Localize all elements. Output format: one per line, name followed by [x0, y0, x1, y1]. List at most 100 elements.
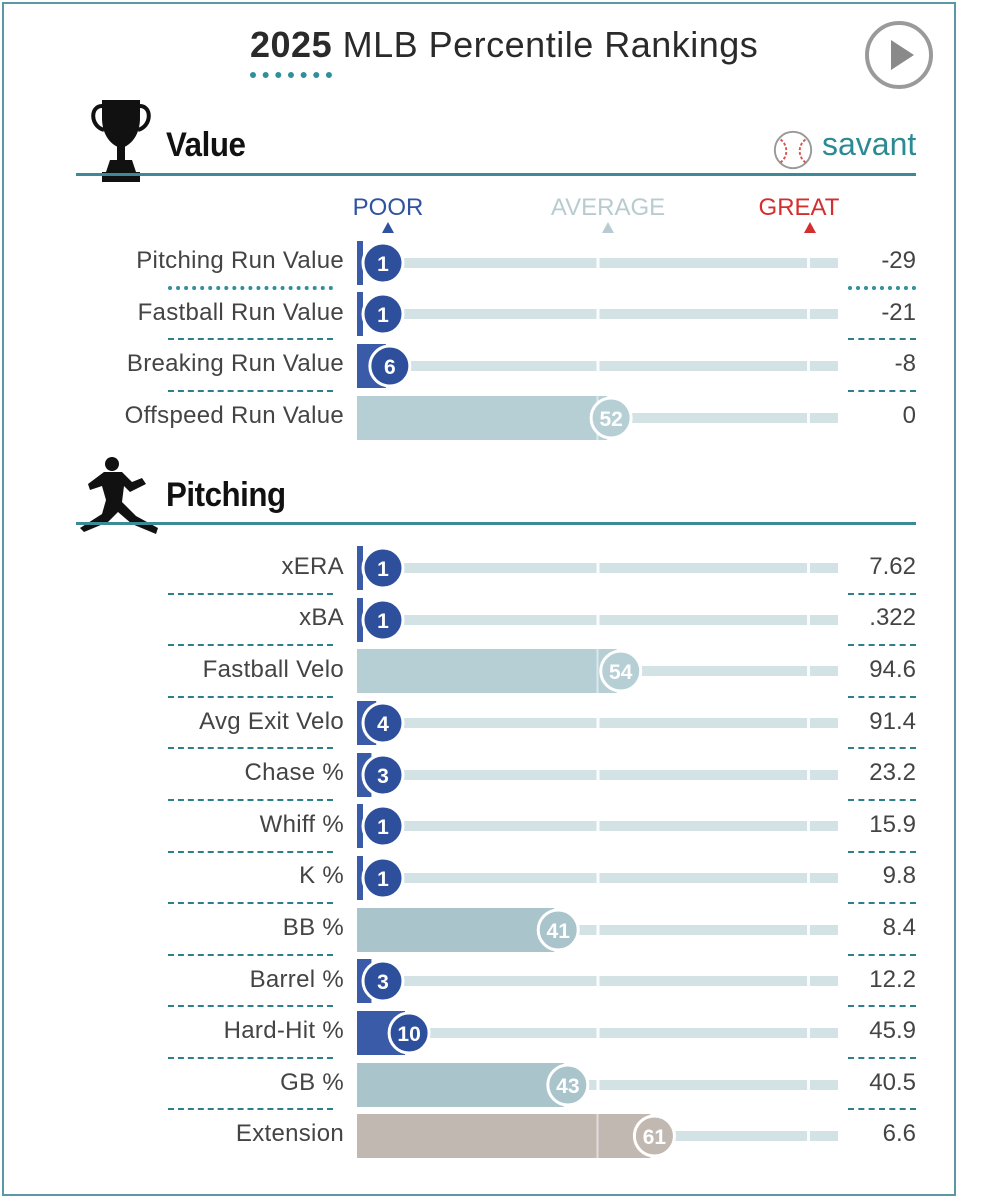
percentile-number: 43 — [556, 1075, 579, 1098]
metric-value: 9.8 — [882, 862, 916, 889]
percentile-number: 54 — [609, 661, 633, 684]
metric-label: xBA — [299, 604, 344, 631]
percentile-bar — [357, 1114, 651, 1158]
metric-label: K % — [299, 862, 344, 889]
percentile-marker — [599, 649, 643, 693]
metric-value: 8.4 — [882, 914, 916, 941]
separator — [848, 696, 916, 698]
track-tick — [807, 666, 810, 676]
track-tick — [596, 1028, 600, 1038]
scale-poor-label: POOR — [352, 194, 424, 221]
track-tick — [807, 361, 810, 371]
percentile-number: 1 — [377, 816, 389, 839]
separator — [848, 954, 916, 956]
percentile-bar — [357, 546, 363, 590]
metric-value: 15.9 — [869, 811, 916, 838]
title-underline — [250, 72, 332, 78]
percentile-bar — [357, 856, 363, 900]
metric-label: Extension — [235, 1120, 344, 1147]
track-tick — [807, 770, 810, 780]
metric-label: BB % — [282, 914, 344, 941]
metric-value: -8 — [894, 350, 916, 377]
percentile-marker — [361, 598, 405, 642]
separator — [168, 338, 333, 340]
track-tick — [807, 925, 810, 935]
percentile-marker — [589, 396, 633, 440]
metric-label: Avg Exit Velo — [199, 708, 344, 735]
separator — [848, 851, 916, 853]
percentile-bar — [357, 241, 363, 285]
track-tick — [807, 413, 810, 423]
percentile-bar — [357, 396, 608, 440]
poor-arrow-icon — [382, 222, 394, 233]
average-arrow-icon — [602, 222, 614, 233]
percentile-bar — [357, 804, 363, 848]
separator — [168, 390, 333, 392]
metric-label: Whiff % — [259, 811, 344, 838]
separator — [848, 747, 916, 749]
percentile-number: 1 — [377, 610, 389, 633]
metric-value: 6.6 — [882, 1120, 916, 1147]
metric-value: .322 — [869, 604, 916, 631]
percentile-number: 1 — [377, 868, 389, 891]
bar-midline — [596, 1114, 599, 1158]
play-icon[interactable] — [864, 20, 934, 90]
percentile-number: 10 — [397, 1023, 420, 1046]
percentile-marker — [632, 1114, 676, 1158]
percentile-marker — [361, 241, 405, 285]
percentile-number: 4 — [377, 713, 389, 736]
metric-value: -21 — [881, 299, 916, 326]
baseball-icon — [773, 130, 813, 170]
bar-midline — [596, 649, 599, 693]
separator — [168, 593, 333, 595]
card-frame — [2, 2, 956, 1196]
metric-label: Barrel % — [249, 966, 344, 993]
percentile-number: 52 — [599, 408, 622, 431]
percentile-number: 3 — [377, 971, 389, 994]
track-tick — [807, 976, 810, 986]
track-tick — [596, 976, 600, 986]
separator — [168, 286, 333, 290]
pitching-section-title: Pitching — [166, 476, 286, 514]
separator — [848, 593, 916, 595]
track-tick — [807, 1028, 810, 1038]
metric-value: 91.4 — [869, 708, 916, 735]
track-tick — [596, 309, 600, 319]
separator — [168, 799, 333, 801]
percentile-number: 1 — [377, 253, 389, 276]
separator — [168, 1005, 333, 1007]
separator — [848, 1108, 916, 1110]
metric-label: xERA — [281, 553, 344, 580]
track-tick — [807, 1131, 810, 1141]
percentile-marker — [546, 1063, 590, 1107]
separator — [168, 851, 333, 853]
percentile-number: 41 — [547, 920, 571, 943]
separator — [848, 286, 916, 290]
metric-label: Hard-Hit % — [223, 1017, 344, 1044]
percentile-bar — [357, 649, 617, 693]
percentile-number: 1 — [377, 304, 389, 327]
bar-midline — [596, 1063, 599, 1107]
track-tick — [596, 770, 600, 780]
separator — [168, 747, 333, 749]
metric-label: Fastball Run Value — [137, 299, 344, 326]
track-tick — [807, 563, 810, 573]
value-section-title: Value — [166, 126, 246, 164]
metric-label: Pitching Run Value — [136, 247, 344, 274]
percentile-marker — [361, 753, 405, 797]
great-arrow-icon — [804, 222, 816, 233]
percentile-marker — [361, 959, 405, 1003]
scale-average-label: AVERAGE — [550, 194, 666, 221]
track-tick — [596, 873, 600, 883]
metric-label: Offspeed Run Value — [124, 402, 344, 429]
metric-value: 94.6 — [869, 656, 916, 683]
track-tick — [807, 615, 810, 625]
percentile-bar — [357, 292, 363, 336]
track-tick — [807, 258, 810, 268]
percentile-marker — [536, 908, 580, 952]
separator — [168, 902, 333, 904]
percentile-number: 3 — [377, 765, 389, 788]
separator — [848, 644, 916, 646]
percentile-marker — [361, 292, 405, 336]
